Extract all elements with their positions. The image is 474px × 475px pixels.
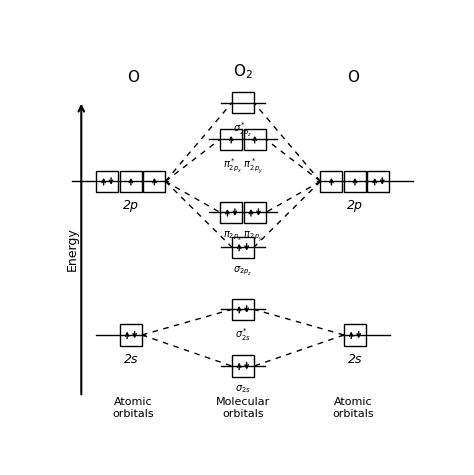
- FancyBboxPatch shape: [244, 202, 266, 223]
- FancyBboxPatch shape: [232, 92, 254, 114]
- Text: Molecular
orbitals: Molecular orbitals: [216, 398, 270, 419]
- FancyBboxPatch shape: [143, 171, 165, 192]
- Text: $\sigma^*_{2s}$: $\sigma^*_{2s}$: [235, 326, 251, 343]
- Text: O$_2$: O$_2$: [233, 62, 253, 81]
- FancyBboxPatch shape: [232, 299, 254, 320]
- FancyBboxPatch shape: [220, 129, 242, 150]
- FancyBboxPatch shape: [244, 129, 266, 150]
- FancyBboxPatch shape: [120, 324, 142, 346]
- FancyBboxPatch shape: [232, 237, 254, 258]
- Text: O: O: [127, 70, 139, 85]
- Text: $\sigma^*_{2p_z}$: $\sigma^*_{2p_z}$: [233, 120, 253, 138]
- Text: Atomic
orbitals: Atomic orbitals: [112, 398, 154, 419]
- Text: 2p: 2p: [123, 200, 139, 212]
- FancyBboxPatch shape: [96, 171, 118, 192]
- FancyBboxPatch shape: [367, 171, 390, 192]
- FancyBboxPatch shape: [120, 171, 142, 192]
- Text: Atomic
orbitals: Atomic orbitals: [332, 398, 374, 419]
- FancyBboxPatch shape: [320, 171, 343, 192]
- Text: 2s: 2s: [348, 353, 362, 366]
- FancyBboxPatch shape: [344, 171, 366, 192]
- Text: $\sigma_{2p_z}$: $\sigma_{2p_z}$: [233, 265, 253, 277]
- Text: O: O: [347, 70, 359, 85]
- FancyBboxPatch shape: [344, 324, 366, 346]
- Text: Energy: Energy: [65, 227, 79, 271]
- Text: $\sigma_{2s}$: $\sigma_{2s}$: [235, 383, 251, 395]
- FancyBboxPatch shape: [232, 355, 254, 377]
- Text: 2s: 2s: [124, 353, 138, 366]
- Text: $\pi^*_{2p_x}$ $\pi^*_{2p_y}$: $\pi^*_{2p_x}$ $\pi^*_{2p_y}$: [223, 156, 263, 176]
- FancyBboxPatch shape: [220, 202, 242, 223]
- Text: 2p: 2p: [347, 200, 363, 212]
- Text: $\pi_{2p_x}$ $\pi_{2p_y}$: $\pi_{2p_x}$ $\pi_{2p_y}$: [223, 229, 263, 244]
